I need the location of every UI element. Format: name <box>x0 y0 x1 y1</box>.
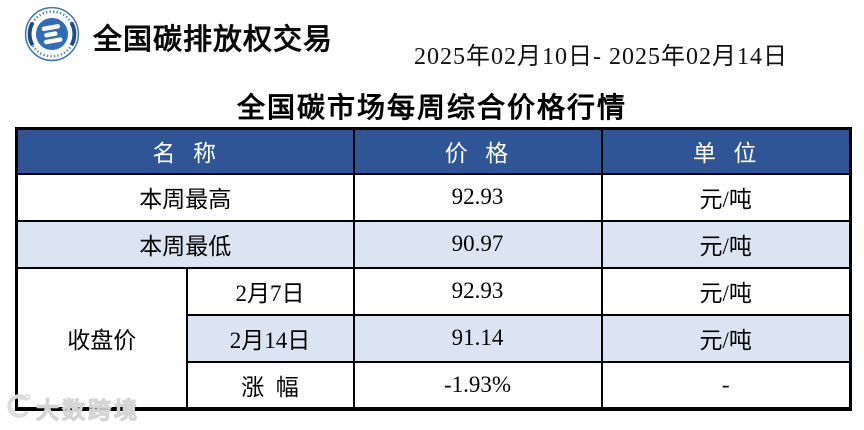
week-high-price: 92.93 <box>352 172 603 222</box>
table-row-closing-feb7: 收盘价 2月7日 92.93 元/吨 <box>15 266 852 410</box>
brand-name: 全国碳排放权交易 <box>93 23 334 56</box>
week-low-price: 90.97 <box>352 219 603 269</box>
price-table-container: 名 称 价 格 单 位 本周最高 92.93 元/吨 本周最低 90.97 元/… <box>15 127 852 411</box>
table-row-change: 涨 幅 -1.93% - <box>17 360 852 410</box>
closing-feb14-price: 91.14 <box>352 313 603 363</box>
closing-feb7-unit: 元/吨 <box>600 266 852 316</box>
change-label: 涨 幅 <box>185 360 355 410</box>
price-table: 名 称 价 格 单 位 本周最高 92.93 元/吨 本周最低 90.97 元/… <box>15 127 852 411</box>
week-high-label: 本周最高 <box>15 172 355 222</box>
closing-price-label: 收盘价 <box>15 266 188 410</box>
closing-feb14-label: 2月14日 <box>185 313 355 363</box>
change-unit: - <box>600 360 852 410</box>
closing-feb14-unit: 元/吨 <box>600 313 852 363</box>
brand-header: 全国碳排放权交易 <box>24 6 333 67</box>
table-row-week-low: 本周最低 90.97 元/吨 <box>15 219 852 269</box>
page-title: 全国碳市场每周综合价格行情 <box>236 93 627 124</box>
table-row-closing-feb14: 2月14日 91.14 元/吨 <box>17 313 852 363</box>
table-header-row: 名 称 价 格 单 位 <box>15 127 852 175</box>
closing-feb7-label: 2月7日 <box>185 266 355 316</box>
carbon-trading-emblem-icon <box>24 6 80 67</box>
week-low-label: 本周最低 <box>15 219 355 269</box>
col-unit-header: 单 位 <box>600 127 852 175</box>
table-row-week-high: 本周最高 92.93 元/吨 <box>15 172 852 222</box>
week-high-unit: 元/吨 <box>600 172 852 222</box>
week-low-unit: 元/吨 <box>600 219 852 269</box>
col-price-header: 价 格 <box>352 127 603 175</box>
change-price: -1.93% <box>352 360 603 410</box>
col-name-header: 名 称 <box>15 127 355 175</box>
date-range: 2025年02月10日- 2025年02月14日 <box>414 44 788 70</box>
closing-feb7-price: 92.93 <box>352 266 603 316</box>
